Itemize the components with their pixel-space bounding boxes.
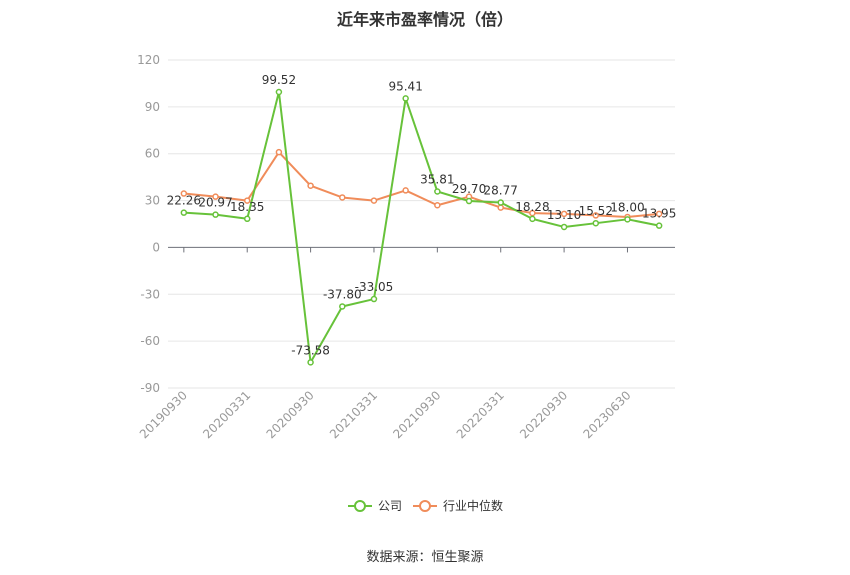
x-tick-label: 20200930 xyxy=(264,388,317,441)
data-point-company[interactable] xyxy=(339,303,346,310)
data-point-industry-median[interactable] xyxy=(275,148,283,156)
data-label: 18.28 xyxy=(515,200,549,214)
data-point-company[interactable] xyxy=(180,209,188,216)
x-tick-label: 20220930 xyxy=(517,388,570,441)
data-point-industry-median[interactable] xyxy=(560,210,568,218)
data-point-company[interactable] xyxy=(497,199,504,206)
data-point-company[interactable] xyxy=(307,359,314,366)
data-point-industry-median[interactable] xyxy=(370,197,378,204)
source-note: 数据来源：恒生聚源 xyxy=(366,550,484,565)
y-tick-label: -30 xyxy=(140,287,160,301)
legend[interactable]: 公司 行业中位数 xyxy=(348,498,503,513)
data-label: 18.35 xyxy=(230,200,264,214)
data-point-company[interactable] xyxy=(465,197,473,205)
data-point-company[interactable] xyxy=(529,215,536,223)
x-tick-label: 20200331 xyxy=(200,388,253,441)
data-point-industry-median[interactable] xyxy=(402,187,409,194)
data-point-company[interactable] xyxy=(560,223,568,231)
data-label: 29.70 xyxy=(452,182,486,196)
data-point-industry-median[interactable] xyxy=(243,197,251,204)
legend-label-industry-median: 行业中位数 xyxy=(443,498,503,513)
data-point-company[interactable] xyxy=(275,88,283,96)
grid-layer xyxy=(168,59,675,389)
y-tick-label: 90 xyxy=(145,100,160,114)
series-line-industry-median xyxy=(183,151,660,218)
data-point-company[interactable] xyxy=(434,188,441,195)
y-tick-label: -60 xyxy=(140,334,160,348)
data-point-industry-median[interactable] xyxy=(655,210,663,218)
data-label: 15.52 xyxy=(579,204,613,218)
data-point-company[interactable] xyxy=(655,222,663,229)
data-label: -37.80 xyxy=(323,287,362,301)
x-tick-label: 20210930 xyxy=(390,388,443,441)
data-point-industry-median[interactable] xyxy=(592,212,600,219)
chart-title: 近年来市盈率情况（倍） xyxy=(336,10,513,29)
data-label: 95.41 xyxy=(388,79,422,93)
y-tick-label: 30 xyxy=(145,194,160,208)
data-point-industry-median[interactable] xyxy=(339,194,346,201)
data-point-company[interactable] xyxy=(212,211,219,218)
data-label: 35.81 xyxy=(420,172,454,186)
y-tick-label: 60 xyxy=(145,147,160,161)
legend-marker-company xyxy=(354,500,366,512)
legend-item-company[interactable]: 公司 xyxy=(348,499,402,513)
data-point-company[interactable] xyxy=(370,295,378,303)
data-point-company[interactable] xyxy=(402,95,409,102)
data-point-company[interactable] xyxy=(243,215,251,223)
data-label: -73.58 xyxy=(291,343,330,357)
legend-label-company: 公司 xyxy=(378,499,402,513)
y-tick-label: 0 xyxy=(152,240,160,254)
data-label: 20.97 xyxy=(198,196,232,210)
data-label: 13.10 xyxy=(547,208,581,222)
x-tick-label: 20190930 xyxy=(137,388,190,441)
data-point-company[interactable] xyxy=(592,219,600,227)
data-label: 22.26 xyxy=(167,194,201,208)
data-label: 99.52 xyxy=(262,73,296,87)
series-line-company xyxy=(183,90,660,364)
data-label: 18.00 xyxy=(610,200,644,214)
data-point-industry-median[interactable] xyxy=(212,193,219,200)
series-layer xyxy=(180,88,663,366)
data-point-industry-median[interactable] xyxy=(529,209,536,217)
data-label: -33.05 xyxy=(355,280,394,294)
x-tick-label: 20220331 xyxy=(454,388,507,441)
axis-layer: -90 -60 -30 0 30 60 90 120 20190930 20200331 20200… xyxy=(137,53,675,441)
data-point-industry-median[interactable] xyxy=(434,202,441,209)
data-point-industry-median[interactable] xyxy=(497,204,504,211)
data-point-industry-median[interactable] xyxy=(307,182,314,189)
data-point-company[interactable] xyxy=(624,216,631,223)
legend-marker-industry-median xyxy=(419,500,431,512)
y-tick-label: 120 xyxy=(137,53,160,67)
x-tick-label: 20230630 xyxy=(581,388,634,441)
x-tick-label: 20210331 xyxy=(327,388,380,441)
y-tick-label: -90 xyxy=(140,381,160,395)
data-label: 28.77 xyxy=(484,183,518,197)
legend-item-industry-median[interactable]: 行业中位数 xyxy=(413,498,503,513)
data-label: 13.95 xyxy=(642,207,676,221)
data-point-industry-median[interactable] xyxy=(180,190,188,197)
